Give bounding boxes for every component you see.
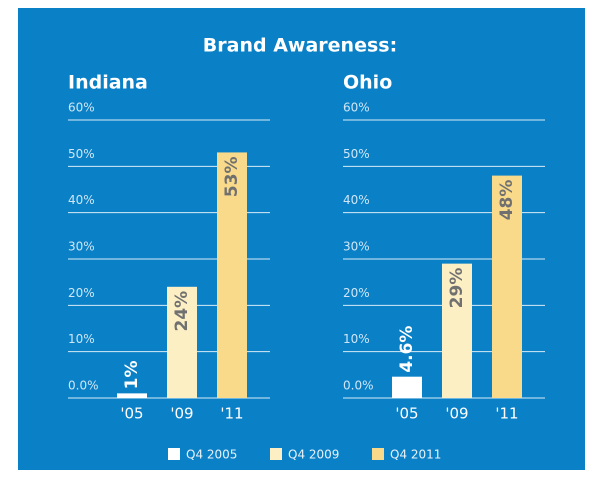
value-label: 4.6% xyxy=(397,326,417,373)
x-tick-label: '05 xyxy=(120,405,143,423)
bar xyxy=(217,152,247,398)
x-tick-label: '05 xyxy=(395,405,418,423)
legend-swatch xyxy=(270,448,282,460)
main-title: Brand Awareness: xyxy=(203,35,397,57)
chart-title: Ohio xyxy=(343,72,392,94)
y-tick-label: 0.0% xyxy=(343,379,374,393)
x-tick-label: '11 xyxy=(220,405,243,423)
y-tick-label: 20% xyxy=(68,286,95,300)
y-tick-label: 50% xyxy=(68,147,95,161)
panel xyxy=(18,8,585,470)
y-tick-label: 10% xyxy=(68,332,95,346)
y-tick-label: 40% xyxy=(68,193,95,207)
y-tick-label: 60% xyxy=(68,101,95,115)
y-tick-label: 50% xyxy=(343,147,370,161)
value-label: 29% xyxy=(447,268,467,309)
value-label: 24% xyxy=(172,291,192,332)
bar xyxy=(442,263,472,398)
y-tick-label: 20% xyxy=(343,286,370,300)
y-tick-label: 60% xyxy=(343,101,370,115)
bar xyxy=(117,393,147,398)
legend-label: Q4 2005 xyxy=(186,448,237,462)
bar xyxy=(167,286,197,398)
y-tick-label: 10% xyxy=(343,332,370,346)
value-label: 1% xyxy=(122,360,142,389)
value-label: 48% xyxy=(497,180,517,221)
y-tick-label: 30% xyxy=(68,240,95,254)
legend-label: Q4 2009 xyxy=(288,448,339,462)
legend-label: Q4 2011 xyxy=(390,448,441,462)
x-tick-label: '09 xyxy=(445,405,468,423)
x-tick-label: '09 xyxy=(170,405,193,423)
legend-swatch xyxy=(372,448,384,460)
x-tick-label: '11 xyxy=(495,405,518,423)
bar xyxy=(392,376,422,398)
bar xyxy=(492,175,522,398)
y-tick-label: 0.0% xyxy=(68,379,99,393)
y-tick-label: 40% xyxy=(343,193,370,207)
legend-swatch xyxy=(168,448,180,460)
value-label: 53% xyxy=(222,156,242,197)
chart-title: Indiana xyxy=(68,72,148,94)
y-tick-label: 30% xyxy=(343,240,370,254)
